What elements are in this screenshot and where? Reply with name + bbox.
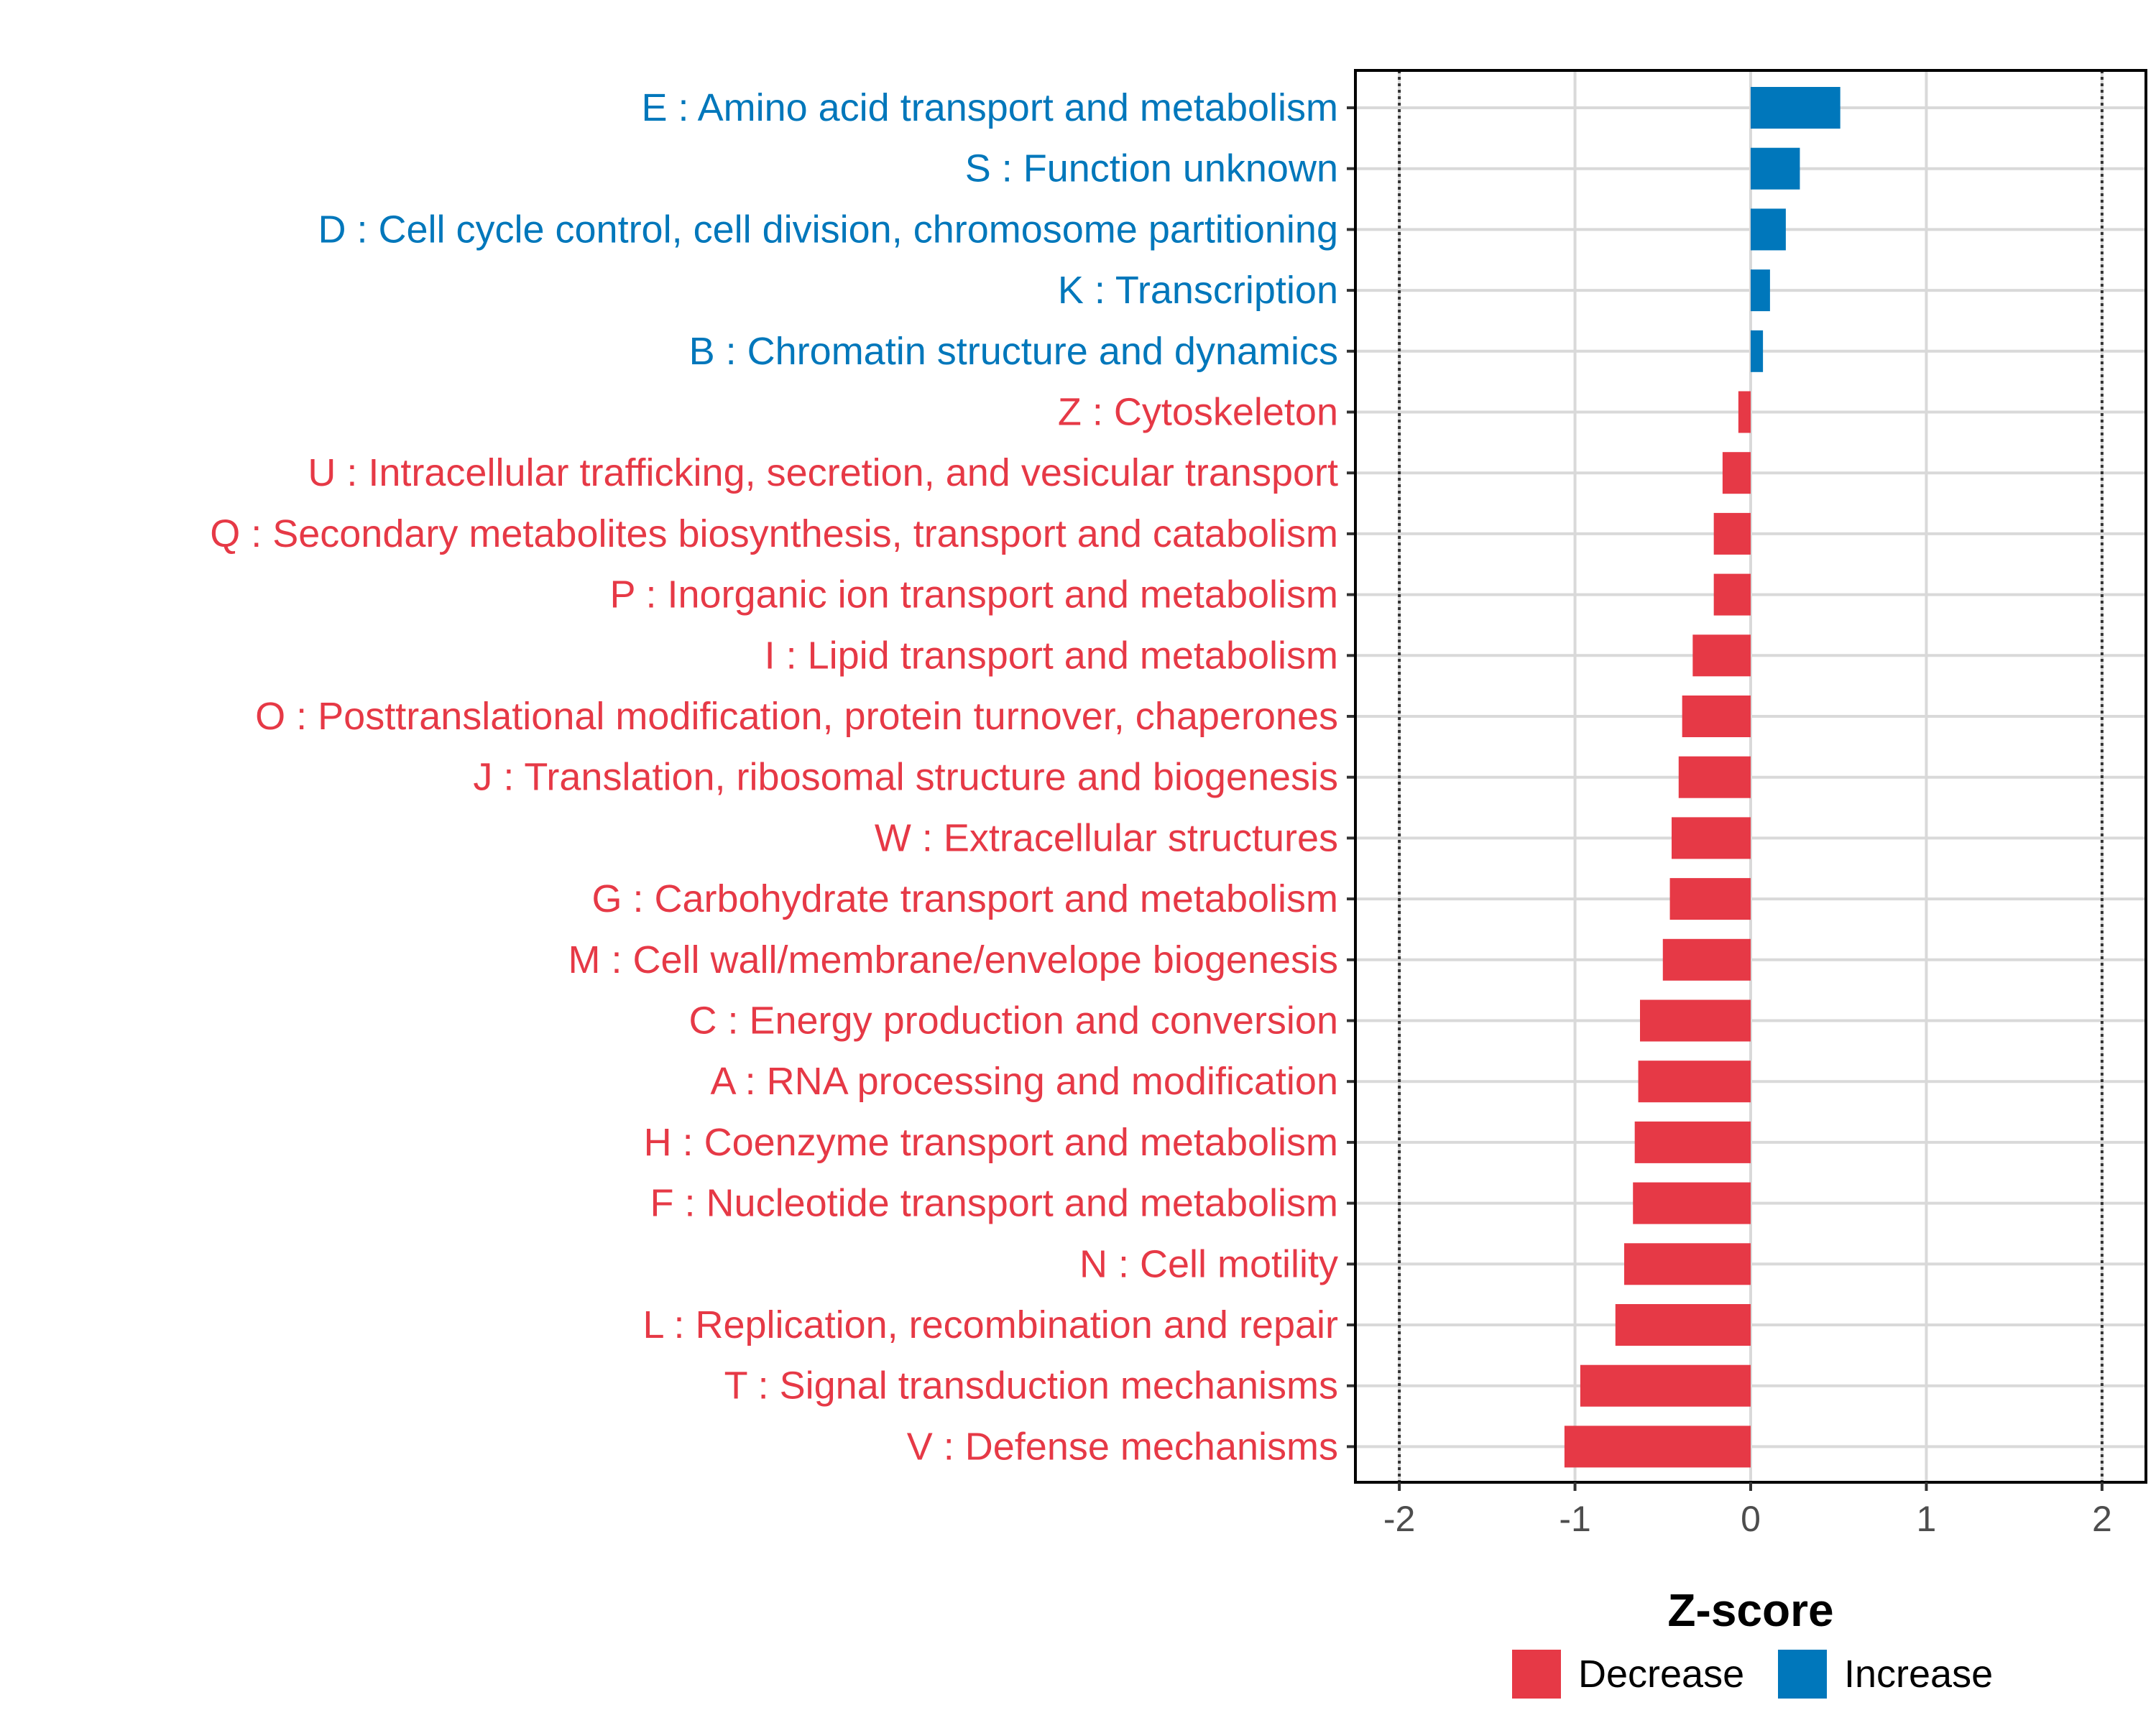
bar[interactable]: [1580, 1364, 1751, 1407]
category-label: T : Signal transduction mechanisms: [724, 1364, 1338, 1408]
category-label: K : Transcription: [1058, 269, 1338, 312]
bar[interactable]: [1751, 269, 1770, 312]
bar[interactable]: [1751, 147, 1800, 190]
category-label: F : Nucleotide transport and metabolism: [650, 1182, 1338, 1225]
bar[interactable]: [1751, 208, 1786, 251]
category-label: W : Extracellular structures: [875, 816, 1338, 859]
category-label: I : Lipid transport and metabolism: [765, 634, 1338, 677]
bar[interactable]: [1722, 452, 1751, 494]
bar[interactable]: [1678, 756, 1751, 798]
legend-label-increase: Increase: [1844, 1653, 1993, 1696]
x-tick-label: 0: [1741, 1499, 1761, 1539]
category-label: D : Cell cycle control, cell division, c…: [318, 208, 1338, 251]
category-label: M : Cell wall/membrane/envelope biogenes…: [568, 938, 1338, 981]
bar[interactable]: [1564, 1426, 1751, 1468]
category-label: Q : Secondary metabolites biosynthesis, …: [210, 512, 1338, 555]
category-label: L : Replication, recombination and repai…: [642, 1303, 1338, 1346]
bar[interactable]: [1615, 1304, 1751, 1346]
bar[interactable]: [1624, 1243, 1751, 1285]
category-label: B : Chromatin structure and dynamics: [689, 330, 1338, 373]
legend-label-decrease: Decrease: [1578, 1653, 1744, 1696]
bar[interactable]: [1751, 87, 1841, 129]
x-tick-label: 1: [1917, 1499, 1937, 1539]
legend-swatch-increase: [1778, 1650, 1827, 1699]
bar[interactable]: [1633, 1182, 1751, 1224]
x-tick-label: -2: [1383, 1499, 1415, 1539]
bar[interactable]: [1669, 878, 1751, 920]
category-label: E : Amino acid transport and metabolism: [642, 86, 1338, 129]
bar[interactable]: [1662, 938, 1751, 981]
bar[interactable]: [1713, 512, 1751, 555]
category-label: C : Energy production and conversion: [688, 999, 1338, 1043]
x-axis-title: Z-score: [1667, 1584, 1833, 1636]
category-label: N : Cell motility: [1079, 1242, 1338, 1285]
category-label: U : Intracellular trafficking, secretion…: [308, 451, 1338, 494]
x-tick-label: -1: [1559, 1499, 1590, 1539]
bar[interactable]: [1692, 634, 1751, 677]
bar[interactable]: [1640, 999, 1751, 1042]
category-labels: E : Amino acid transport and metabolism S…: [210, 86, 1338, 1468]
bar[interactable]: [1672, 817, 1751, 859]
bar[interactable]: [1634, 1121, 1751, 1163]
bar[interactable]: [1751, 330, 1764, 372]
category-label: H : Coenzyme transport and metabolism: [644, 1121, 1338, 1164]
bar[interactable]: [1713, 573, 1751, 616]
category-label: J : Translation, ribosomal structure and…: [473, 756, 1338, 799]
category-label: P : Inorganic ion transport and metaboli…: [609, 573, 1338, 616]
category-label: A : RNA processing and modification: [711, 1060, 1338, 1103]
category-label: O : Posttranslational modification, prot…: [255, 695, 1338, 738]
x-tick-label: 2: [2092, 1499, 2112, 1539]
bar[interactable]: [1682, 696, 1751, 737]
category-label: G : Carbohydrate transport and metabolis…: [592, 877, 1339, 920]
category-label: S : Function unknown: [965, 147, 1338, 190]
category-label: Z : Cytoskeleton: [1058, 391, 1338, 434]
bar[interactable]: [1638, 1061, 1751, 1103]
x-axis-ticks: -2 -1 0 1 2: [1383, 1482, 2112, 1539]
legend[interactable]: Decrease Increase: [1512, 1650, 1993, 1699]
category-label: V : Defense mechanisms: [907, 1425, 1338, 1468]
bar[interactable]: [1738, 391, 1751, 433]
legend-swatch-decrease: [1512, 1650, 1561, 1699]
bar-layer: [1564, 87, 1841, 1468]
